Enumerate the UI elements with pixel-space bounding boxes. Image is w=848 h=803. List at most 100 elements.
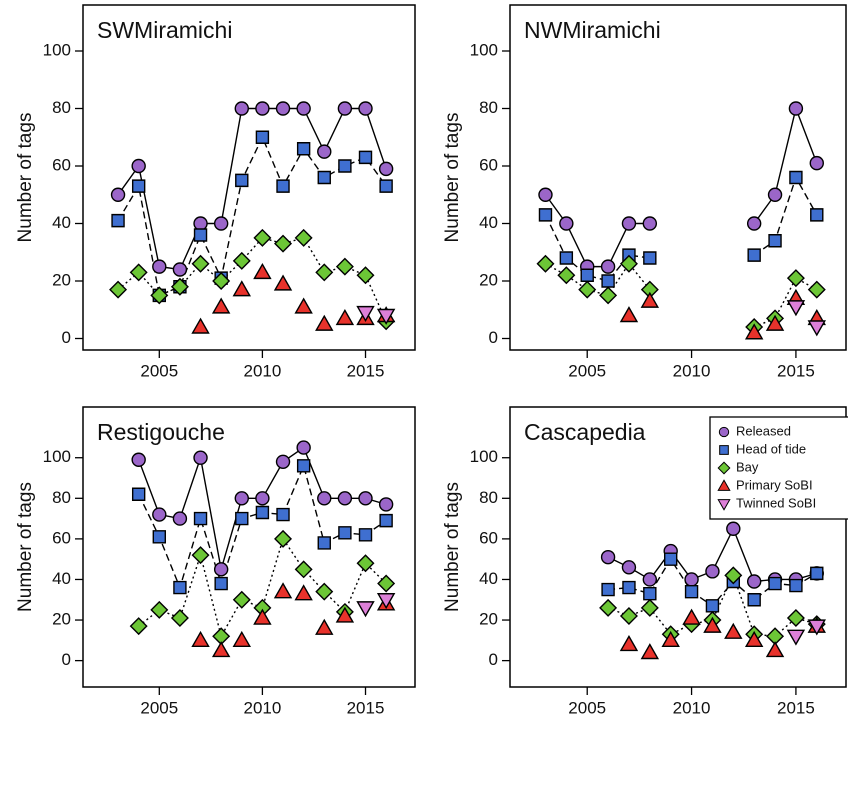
plot-frame [509, 4, 847, 351]
marker [294, 584, 313, 601]
marker [807, 320, 826, 337]
marker [358, 491, 373, 506]
marker [152, 530, 166, 544]
marker [788, 101, 804, 116]
y-tick-label: 20 [52, 270, 71, 289]
marker [274, 529, 293, 548]
y-tick-label: 20 [52, 610, 71, 629]
panel: SWMiramichi Number of tags 0 20 40 60 80 100 200… [15, 4, 416, 380]
marker [744, 323, 764, 340]
x-tick-label: 2005 [568, 698, 606, 717]
panel-title: NWMiramichi [524, 17, 661, 43]
marker [191, 317, 210, 334]
marker [376, 593, 396, 610]
marker [338, 159, 352, 173]
y-tick-label: 40 [52, 569, 71, 588]
marker [234, 491, 249, 506]
marker [705, 564, 720, 579]
marker [786, 629, 806, 646]
marker [255, 130, 270, 144]
marker [213, 562, 229, 577]
y-axis-label: Number of tags [442, 113, 463, 243]
marker [682, 608, 701, 625]
marker [807, 280, 826, 299]
marker [296, 459, 311, 473]
marker [807, 619, 826, 636]
legend-label: Twinned SoBI [736, 495, 816, 510]
marker [621, 216, 637, 231]
marker [767, 187, 783, 202]
marker [294, 297, 313, 314]
marker [191, 546, 210, 565]
y-tick-label: 60 [479, 528, 498, 547]
marker [661, 630, 680, 648]
marker [317, 491, 332, 506]
legend-marker [717, 499, 731, 511]
marker [559, 251, 574, 265]
marker [131, 487, 146, 501]
marker [379, 513, 393, 528]
x-tick-label: 2010 [673, 698, 711, 717]
marker [317, 144, 332, 159]
marker [315, 618, 334, 635]
marker [335, 606, 355, 623]
marker [559, 216, 574, 231]
marker [150, 600, 169, 619]
marker [705, 599, 720, 613]
marker [315, 582, 334, 601]
marker [663, 552, 678, 566]
x-tick-label: 2010 [243, 361, 281, 380]
marker [684, 572, 699, 587]
marker [317, 536, 331, 550]
marker [255, 491, 270, 506]
marker [538, 208, 553, 222]
marker [193, 228, 208, 242]
marker [786, 609, 805, 628]
marker [619, 634, 639, 652]
marker [601, 582, 615, 597]
marker [619, 606, 638, 625]
marker [214, 576, 228, 591]
legend-label: Released [736, 423, 791, 438]
marker [109, 280, 128, 299]
marker [193, 216, 208, 231]
marker [642, 572, 658, 587]
marker [746, 574, 762, 589]
marker [273, 274, 293, 291]
legend-marker [718, 426, 730, 438]
marker [172, 262, 188, 277]
marker [789, 170, 803, 185]
marker [275, 454, 291, 469]
marker [642, 216, 658, 231]
marker [786, 269, 805, 288]
marker [235, 511, 249, 526]
marker [111, 213, 125, 228]
x-tick-label: 2005 [140, 698, 178, 717]
marker [150, 286, 169, 305]
marker [170, 277, 189, 296]
series-line [545, 262, 818, 328]
marker [131, 179, 146, 193]
y-tick-label: 80 [52, 98, 71, 117]
plot-frame [82, 4, 416, 351]
marker [765, 641, 785, 658]
marker [810, 208, 824, 222]
marker [232, 590, 251, 609]
y-tick-label: 20 [479, 610, 498, 629]
marker [724, 566, 743, 585]
marker [599, 286, 618, 305]
marker [724, 622, 743, 639]
marker [172, 511, 188, 526]
marker [315, 263, 334, 282]
marker [315, 314, 334, 331]
marker [619, 306, 639, 323]
marker [619, 254, 638, 273]
marker [786, 300, 806, 317]
marker [746, 216, 762, 231]
y-tick-label: 100 [470, 447, 498, 466]
y-tick-label: 0 [62, 328, 71, 347]
marker [643, 251, 657, 265]
marker [358, 101, 373, 116]
